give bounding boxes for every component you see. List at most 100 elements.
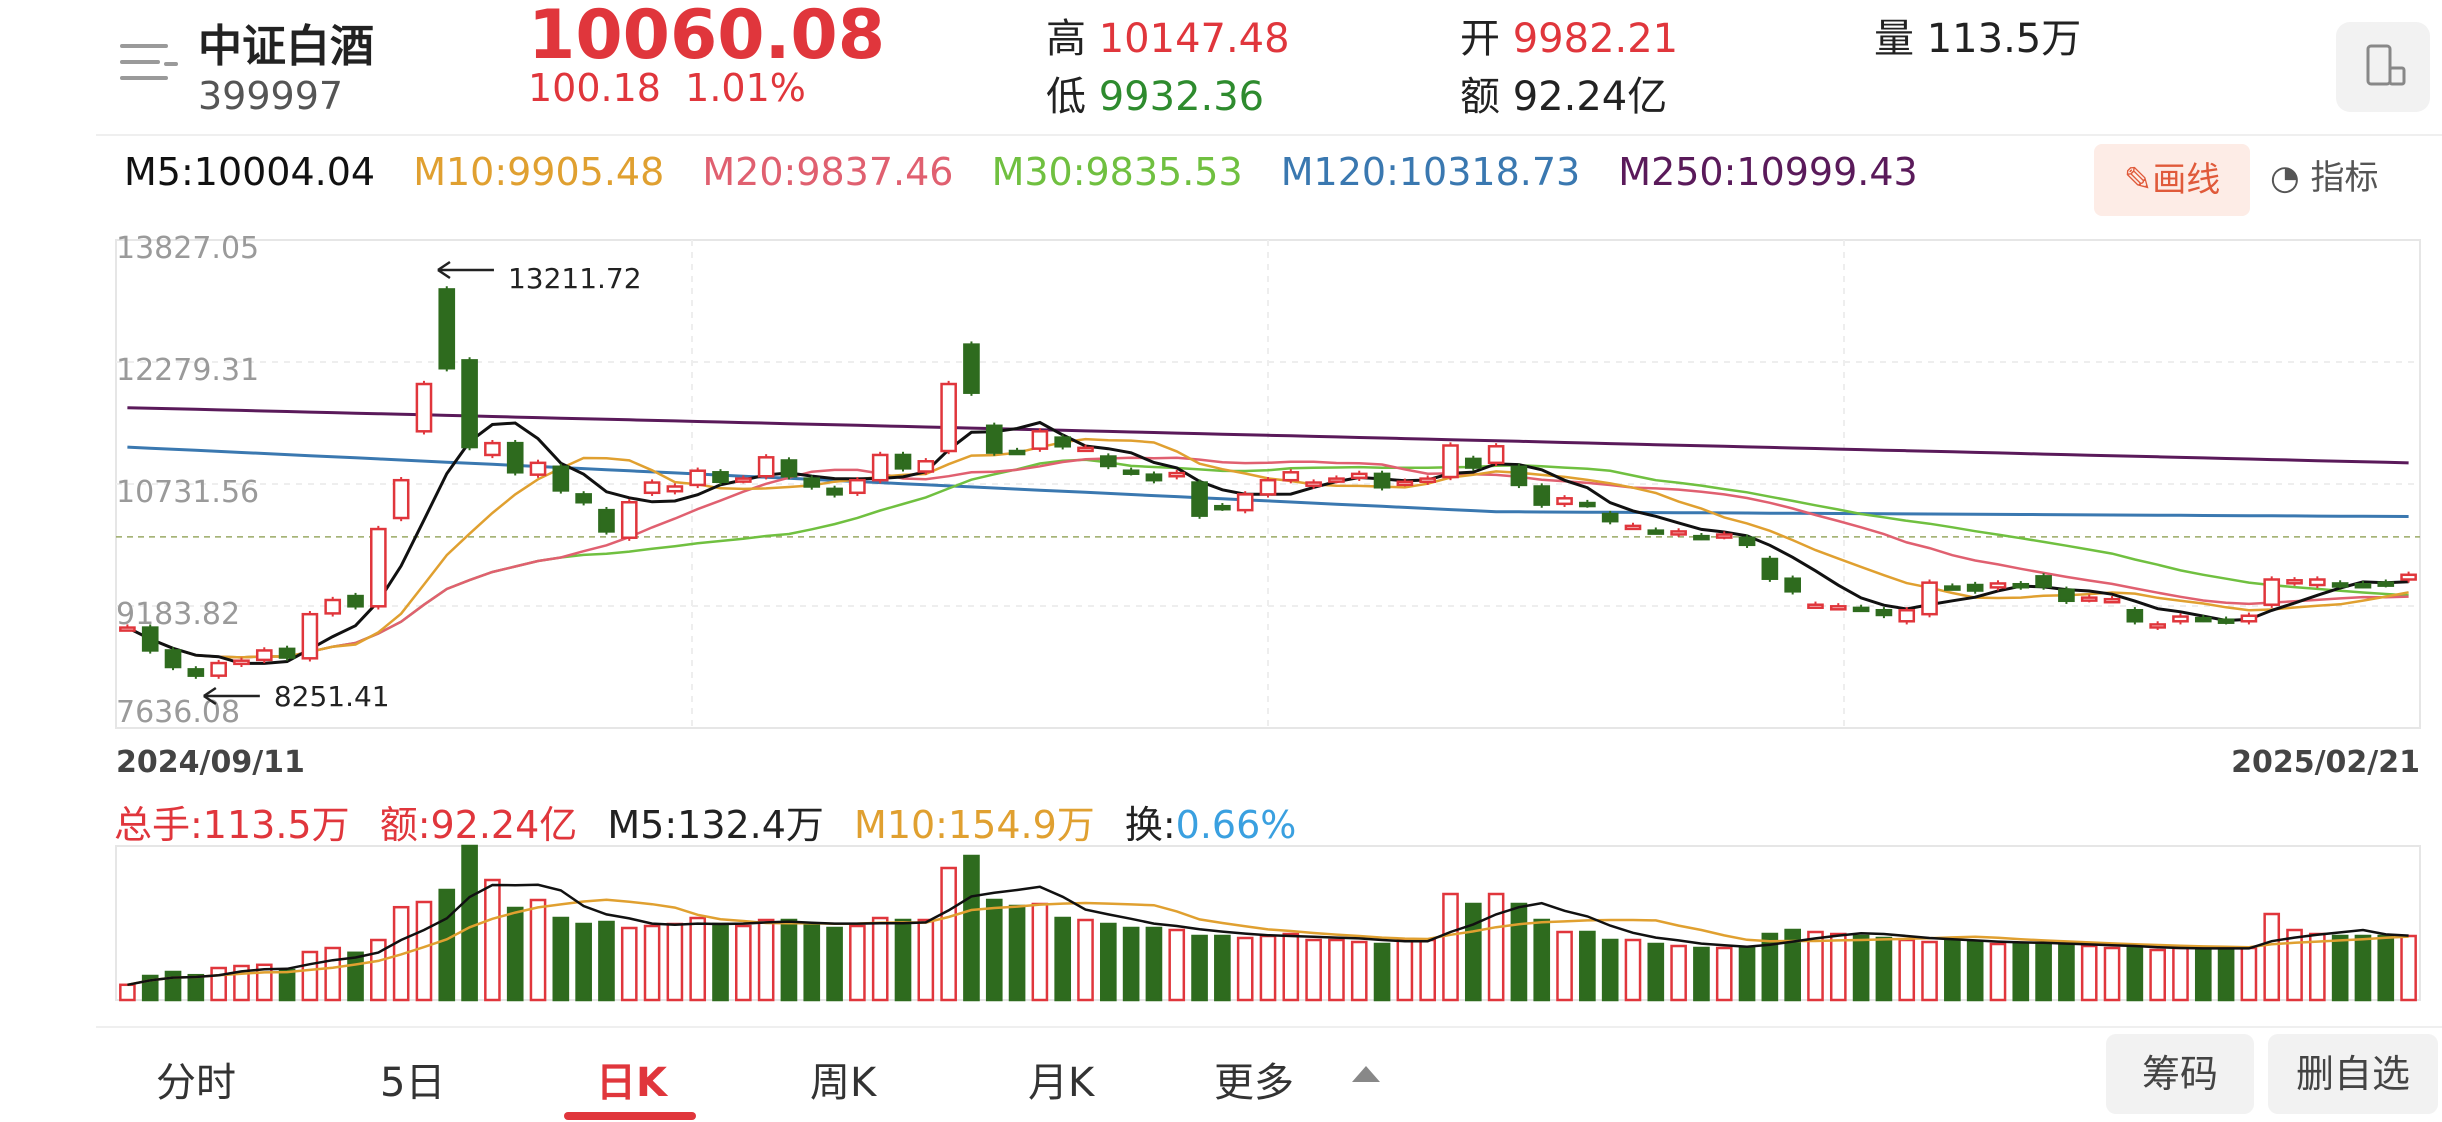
volume-bar (1624, 938, 1642, 1002)
candle (529, 461, 547, 476)
tab-5day[interactable]: 5日 (380, 1060, 446, 1106)
open-value: 9982.21 (1512, 16, 1679, 62)
candle (1328, 477, 1345, 483)
menu-icon[interactable] (120, 40, 180, 90)
candle (2058, 588, 2075, 603)
candle (871, 453, 889, 482)
candle (164, 649, 182, 669)
candle (141, 626, 159, 652)
volume-bar (2400, 934, 2417, 1002)
candle (484, 441, 501, 457)
volume-bar (1419, 938, 1437, 1002)
candle (1875, 608, 1893, 617)
candle (1944, 585, 1961, 591)
tab-daily-k[interactable]: 日K (596, 1060, 667, 1106)
candle (1396, 480, 1414, 487)
tab-weekly-k[interactable]: 周K (810, 1060, 877, 1106)
volume-bar (529, 898, 547, 1002)
candle (826, 487, 843, 496)
remove-watchlist-button[interactable]: 删自选 (2268, 1034, 2438, 1114)
low-stat: 低 9932.36 (1046, 64, 1264, 122)
tab-more[interactable]: 更多 (1214, 1060, 1294, 1106)
candle (1829, 605, 1847, 611)
volume-bar (1875, 936, 1893, 1002)
turnover-label: 换: (1124, 803, 1176, 847)
volume-bar (2263, 912, 2281, 1002)
turnover-value: 0.66% (1175, 803, 1297, 847)
volume-bar (1966, 940, 1984, 1002)
volume-bar (735, 924, 752, 1002)
candle (1282, 471, 1300, 482)
indicator-label: 指标 (2310, 158, 2379, 198)
candle (735, 477, 752, 483)
candle (2126, 608, 2144, 623)
volume-bar (1259, 934, 1277, 1002)
ma250-line (127, 406, 2409, 465)
volume-bar (1510, 902, 1528, 1002)
candle (1601, 512, 1619, 523)
candle (1966, 583, 1984, 592)
candle (1579, 501, 1596, 508)
y-axis-tick: 10731.56 (116, 475, 259, 510)
volume-bar (2058, 942, 2075, 1002)
candle (1807, 603, 1824, 609)
y-axis-tick: 9183.82 (116, 597, 240, 632)
volume-bar (187, 973, 205, 1002)
ma5-label: M5:10004.04 (124, 150, 376, 194)
volume-bar (1989, 942, 2007, 1002)
tab-monthly-k[interactable]: 月K (1028, 1060, 1095, 1106)
candle (1305, 481, 1322, 487)
candle (2172, 615, 2189, 623)
min-annotation: 8251.41 (274, 680, 390, 713)
tab-intraday[interactable]: 分时 (156, 1060, 236, 1106)
volume-bar (1647, 942, 1665, 1002)
indicator-button[interactable]: ◔ 指标 (2270, 150, 2378, 199)
vol-ma10: M10:154.9万 (854, 803, 1095, 847)
volume-ma-lines (127, 883, 2409, 987)
volume-bar (712, 922, 729, 1002)
volume-ma10-line (127, 898, 2409, 987)
volume-bars (119, 844, 2417, 1002)
rotate-screen-button[interactable] (2336, 22, 2430, 112)
tabs-divider (96, 1026, 2442, 1028)
volume-bar (940, 866, 957, 1002)
candle (757, 456, 775, 478)
volume-bar (1122, 926, 1140, 1002)
volume-bar (164, 970, 182, 1002)
candle (1099, 455, 1117, 468)
candle (985, 424, 1003, 454)
candle (1168, 471, 1186, 478)
volume-bar (210, 966, 227, 1002)
draw-line-button[interactable]: ✎画线 (2094, 144, 2250, 216)
volume-bar (2377, 934, 2395, 1002)
candle (2400, 573, 2417, 581)
candle (575, 493, 592, 504)
candle (2354, 582, 2372, 589)
candle (415, 382, 433, 433)
volume-bar (1305, 938, 1322, 1002)
volume-bar (2080, 944, 2098, 1002)
chips-button[interactable]: 筹码 (2106, 1034, 2254, 1114)
candle (2263, 578, 2281, 606)
candle (1898, 608, 1916, 623)
y-axis-tick: 7636.08 (116, 695, 240, 730)
volume-bar (1670, 944, 1687, 1002)
candle (1715, 533, 1733, 539)
candle (1693, 534, 1710, 541)
volume-bar (1054, 916, 1072, 1002)
candle (2217, 618, 2235, 624)
volume-bar (1852, 934, 1870, 1002)
candle (1077, 446, 1094, 453)
candle (803, 477, 821, 488)
volume-bar (1031, 902, 1049, 1002)
ma10-label: M10:9905.48 (413, 150, 665, 194)
caret-up-icon[interactable] (1352, 1066, 1380, 1082)
volume-bar (1487, 892, 1505, 1002)
volume-bar (2035, 942, 2052, 1002)
volume-bar (894, 918, 912, 1002)
volume-bar (803, 922, 821, 1002)
high-value: 10147.48 (1098, 16, 1290, 62)
candle (2149, 623, 2166, 629)
candle (1624, 524, 1642, 531)
